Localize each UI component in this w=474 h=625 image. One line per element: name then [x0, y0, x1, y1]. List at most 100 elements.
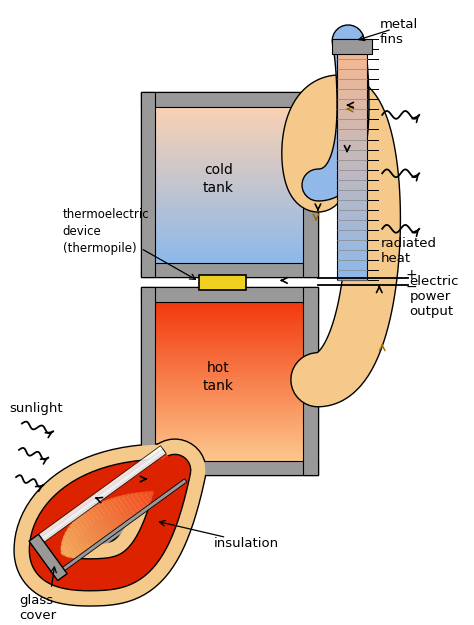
- Polygon shape: [83, 509, 106, 539]
- Polygon shape: [337, 51, 366, 55]
- Polygon shape: [155, 238, 303, 239]
- Polygon shape: [337, 139, 366, 144]
- Polygon shape: [155, 218, 303, 220]
- Polygon shape: [155, 371, 303, 373]
- Polygon shape: [155, 427, 303, 429]
- Polygon shape: [337, 196, 366, 200]
- Polygon shape: [155, 222, 303, 224]
- Polygon shape: [155, 318, 303, 320]
- Polygon shape: [155, 243, 303, 246]
- Polygon shape: [155, 437, 303, 439]
- Polygon shape: [155, 419, 303, 421]
- Polygon shape: [337, 180, 366, 184]
- Polygon shape: [303, 92, 318, 278]
- Polygon shape: [155, 220, 303, 222]
- Polygon shape: [155, 230, 303, 232]
- Polygon shape: [155, 381, 303, 383]
- Polygon shape: [155, 181, 303, 183]
- Polygon shape: [155, 208, 303, 211]
- Polygon shape: [337, 228, 366, 232]
- Polygon shape: [155, 403, 303, 405]
- Text: glass
cover: glass cover: [19, 594, 56, 622]
- Polygon shape: [155, 239, 303, 241]
- Polygon shape: [155, 154, 303, 156]
- Text: metal
fins: metal fins: [379, 18, 418, 46]
- Polygon shape: [155, 156, 303, 158]
- Polygon shape: [155, 162, 303, 164]
- Polygon shape: [155, 127, 303, 129]
- Polygon shape: [337, 131, 366, 136]
- Polygon shape: [155, 336, 303, 338]
- Polygon shape: [337, 224, 366, 228]
- Polygon shape: [109, 490, 132, 519]
- Polygon shape: [29, 446, 166, 549]
- Polygon shape: [155, 332, 303, 334]
- Bar: [332, 39, 373, 54]
- Polygon shape: [337, 116, 366, 119]
- Polygon shape: [155, 316, 303, 318]
- Polygon shape: [73, 516, 96, 546]
- Polygon shape: [155, 164, 303, 166]
- Polygon shape: [155, 136, 303, 138]
- Polygon shape: [155, 173, 303, 175]
- Polygon shape: [155, 378, 303, 379]
- Polygon shape: [155, 259, 303, 261]
- Polygon shape: [337, 148, 366, 152]
- Polygon shape: [337, 43, 366, 47]
- Polygon shape: [155, 353, 303, 356]
- Polygon shape: [155, 387, 303, 389]
- Polygon shape: [141, 92, 318, 107]
- Polygon shape: [337, 55, 366, 59]
- Polygon shape: [337, 95, 366, 99]
- Polygon shape: [337, 164, 366, 168]
- Polygon shape: [155, 328, 303, 329]
- Bar: [199, 274, 246, 290]
- Polygon shape: [337, 124, 366, 127]
- Polygon shape: [155, 431, 303, 432]
- Polygon shape: [155, 401, 303, 403]
- Polygon shape: [155, 138, 303, 140]
- Text: tank: tank: [203, 379, 234, 392]
- Polygon shape: [155, 344, 303, 346]
- Polygon shape: [337, 253, 366, 256]
- Polygon shape: [155, 191, 303, 192]
- Polygon shape: [337, 232, 366, 236]
- Polygon shape: [155, 146, 303, 148]
- Polygon shape: [155, 451, 303, 452]
- Polygon shape: [155, 379, 303, 381]
- Polygon shape: [34, 545, 56, 574]
- Polygon shape: [155, 397, 303, 399]
- Polygon shape: [337, 79, 366, 83]
- Polygon shape: [155, 248, 303, 249]
- Polygon shape: [337, 220, 366, 224]
- Polygon shape: [155, 314, 303, 316]
- Polygon shape: [155, 432, 303, 435]
- Polygon shape: [337, 216, 366, 220]
- Polygon shape: [337, 159, 366, 164]
- Polygon shape: [155, 168, 303, 169]
- Polygon shape: [155, 213, 303, 214]
- Polygon shape: [155, 232, 303, 234]
- Polygon shape: [152, 459, 175, 488]
- Polygon shape: [155, 329, 303, 332]
- Polygon shape: [50, 533, 73, 562]
- Text: −: −: [406, 280, 417, 294]
- Polygon shape: [103, 495, 126, 524]
- Polygon shape: [155, 117, 303, 119]
- Polygon shape: [337, 99, 366, 103]
- Polygon shape: [337, 152, 366, 156]
- Polygon shape: [155, 195, 303, 197]
- Polygon shape: [155, 131, 303, 132]
- Polygon shape: [155, 175, 303, 178]
- Polygon shape: [337, 184, 366, 188]
- Polygon shape: [155, 308, 303, 310]
- Polygon shape: [337, 172, 366, 176]
- Polygon shape: [80, 512, 102, 541]
- Polygon shape: [337, 240, 366, 244]
- Polygon shape: [155, 228, 303, 230]
- Polygon shape: [139, 469, 162, 498]
- Polygon shape: [337, 168, 366, 172]
- Polygon shape: [337, 204, 366, 208]
- Text: radiated
heat: radiated heat: [380, 238, 436, 265]
- Polygon shape: [141, 288, 318, 475]
